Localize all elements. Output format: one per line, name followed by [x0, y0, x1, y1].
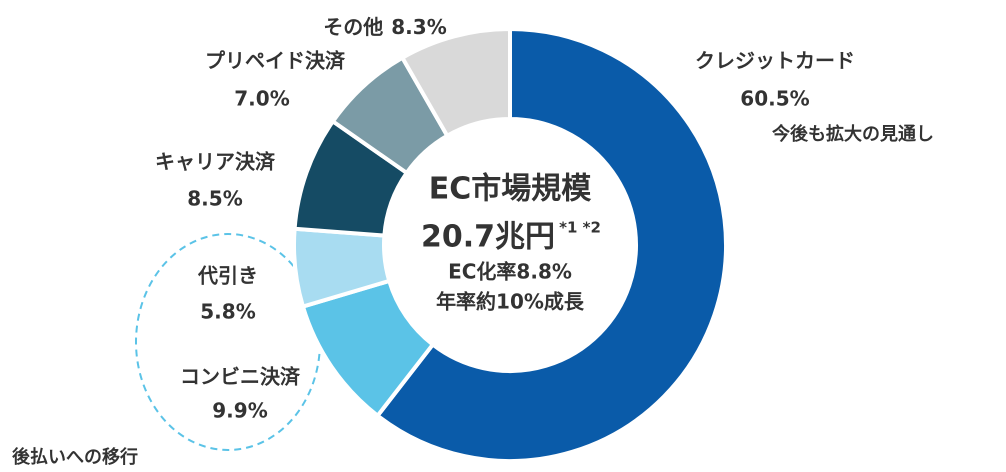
center-line: EC化率8.8%	[448, 260, 572, 284]
center-title: EC市場規模	[429, 172, 592, 207]
category-label: 代引き	[197, 264, 258, 288]
center-note: *1 *2	[559, 219, 601, 237]
center-value: 20.7兆円	[421, 220, 555, 255]
slice	[399, 26, 512, 139]
annotation: 今後も拡大の見通し	[772, 123, 934, 145]
center-line: 年率約10%成長	[436, 290, 585, 314]
slice-label: その他 8.3%	[323, 15, 446, 39]
category-label: キャリア決済	[155, 150, 276, 174]
slices	[292, 26, 728, 463]
value-label: 5.8%	[200, 300, 255, 324]
category-label: クレジットカード	[695, 49, 855, 73]
value-label: 8.5%	[187, 187, 242, 211]
annotation: 後払いへの移行	[12, 446, 138, 468]
category-label: コンビニ決済	[180, 365, 301, 389]
value-label: 60.5%	[740, 87, 809, 111]
slice	[374, 26, 728, 463]
value-label: 7.0%	[234, 87, 289, 111]
category-label: その他	[323, 15, 383, 39]
value-label: 8.3%	[391, 15, 446, 39]
value-label: 9.9%	[212, 399, 267, 423]
category-label: プリペイド決済	[205, 49, 346, 73]
